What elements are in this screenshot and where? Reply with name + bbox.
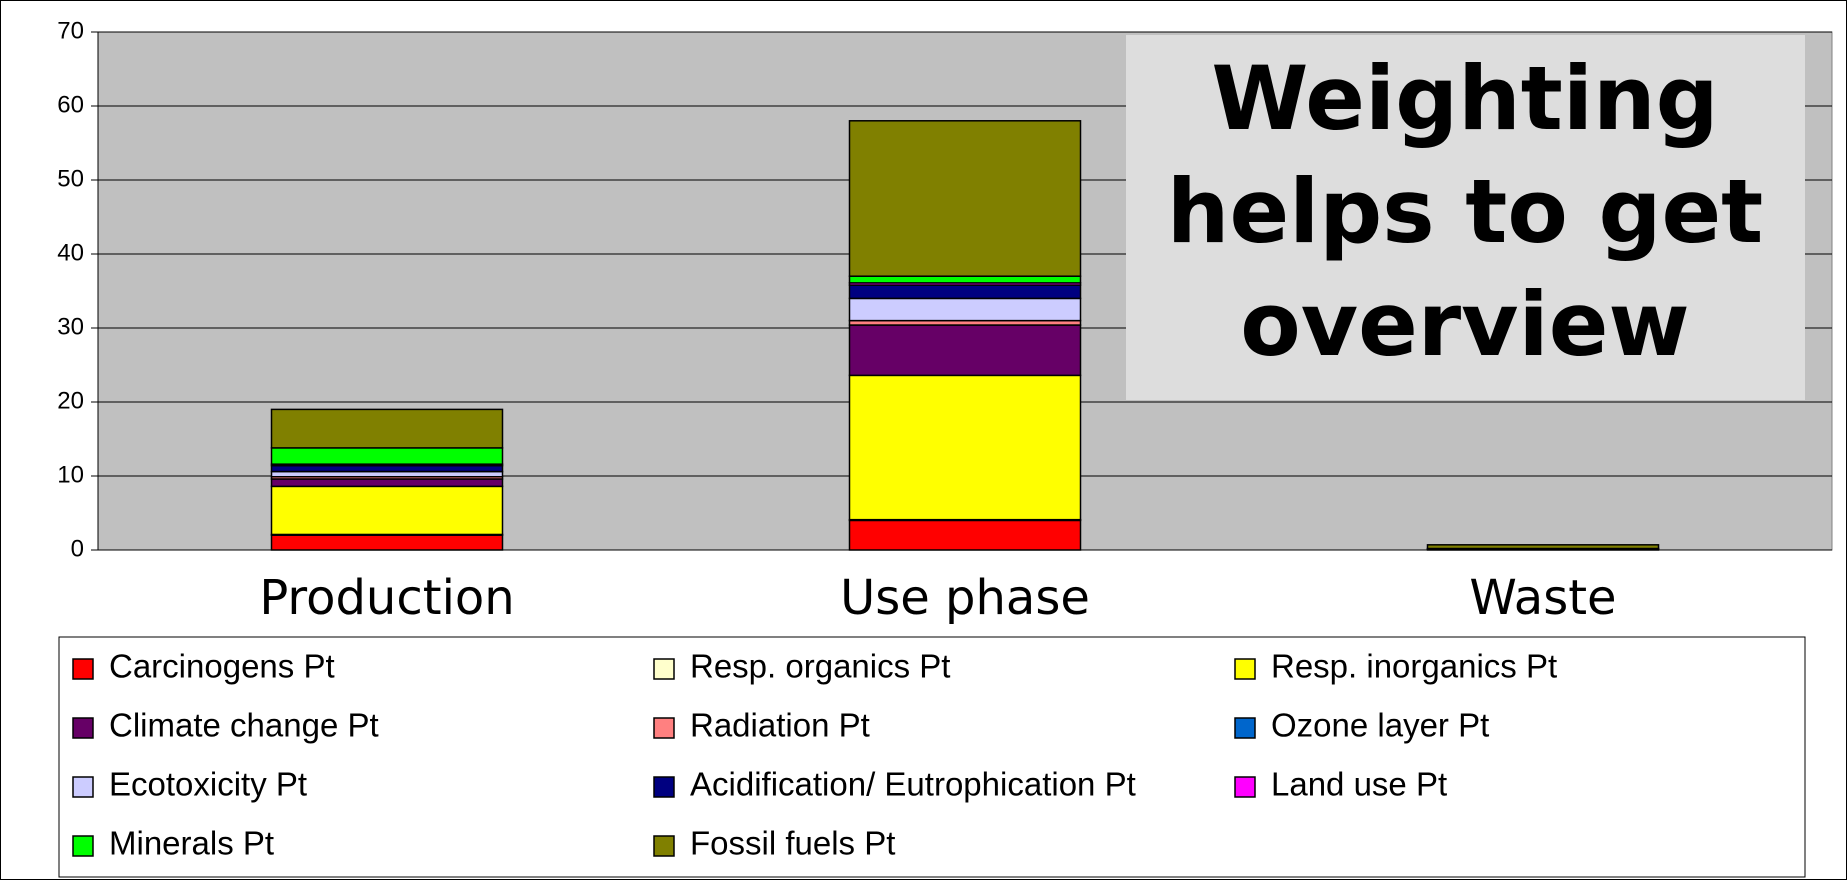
bar-segment bbox=[1426, 544, 1660, 550]
x-tick-label: Use phase bbox=[840, 570, 1090, 626]
legend-label: Fossil fuels Pt bbox=[690, 825, 895, 862]
legend-swatch bbox=[72, 835, 94, 857]
annotation: overview bbox=[1240, 273, 1689, 376]
bar-segment bbox=[848, 275, 1082, 284]
y-tick-label: 40 bbox=[57, 239, 84, 266]
x-tick-label: Waste bbox=[1469, 570, 1616, 626]
y-tick-label: 70 bbox=[57, 17, 84, 44]
legend-swatch bbox=[1234, 658, 1256, 680]
bar-segment bbox=[270, 447, 504, 465]
legend-label: Ecotoxicity Pt bbox=[109, 766, 307, 803]
bar-segment bbox=[270, 470, 504, 478]
legend-label: Climate change Pt bbox=[109, 707, 379, 744]
legend-swatch bbox=[653, 717, 675, 739]
bar-segment bbox=[270, 485, 504, 536]
legend-label: Land use Pt bbox=[1271, 766, 1447, 803]
legend-label: Ozone layer Pt bbox=[1271, 707, 1489, 744]
bar-segment bbox=[270, 464, 504, 473]
y-tick-label: 60 bbox=[57, 91, 84, 118]
bar-segment bbox=[270, 408, 504, 449]
legend-label: Resp. inorganics Pt bbox=[1271, 648, 1557, 685]
legend-box bbox=[58, 636, 1806, 878]
bar-segment bbox=[270, 534, 504, 551]
bar-segment bbox=[270, 478, 504, 488]
legend-label: Resp. organics Pt bbox=[690, 648, 950, 685]
y-tick-label: 50 bbox=[57, 165, 84, 192]
legend-swatch bbox=[653, 658, 675, 680]
legend-label: Minerals Pt bbox=[109, 825, 274, 862]
legend-swatch bbox=[72, 776, 94, 798]
legend-swatch bbox=[72, 717, 94, 739]
annotation: Weighting bbox=[1211, 47, 1718, 150]
y-tick-label: 30 bbox=[57, 313, 84, 340]
x-tick-label: Production bbox=[259, 570, 514, 626]
legend-label: Carcinogens Pt bbox=[109, 648, 335, 685]
legend-swatch bbox=[653, 835, 675, 857]
bar-segment bbox=[848, 324, 1082, 377]
legend-swatch bbox=[1234, 717, 1256, 739]
legend-swatch bbox=[1234, 776, 1256, 798]
annotation-box bbox=[1126, 35, 1805, 400]
legend-label: Acidification/ Eutrophication Pt bbox=[690, 766, 1136, 803]
legend-swatch bbox=[653, 776, 675, 798]
bar-segment bbox=[848, 374, 1082, 521]
y-tick-label: 0 bbox=[71, 535, 84, 562]
legend-swatch bbox=[72, 658, 94, 680]
annotation: helps to get bbox=[1167, 160, 1763, 263]
y-tick-label: 10 bbox=[57, 461, 84, 488]
bar-segment bbox=[848, 284, 1082, 300]
bar-segment bbox=[848, 297, 1082, 322]
y-tick-label: 20 bbox=[57, 387, 84, 414]
bar-segment bbox=[848, 120, 1082, 277]
bar-segment bbox=[848, 519, 1082, 551]
legend-label: Radiation Pt bbox=[690, 707, 870, 744]
